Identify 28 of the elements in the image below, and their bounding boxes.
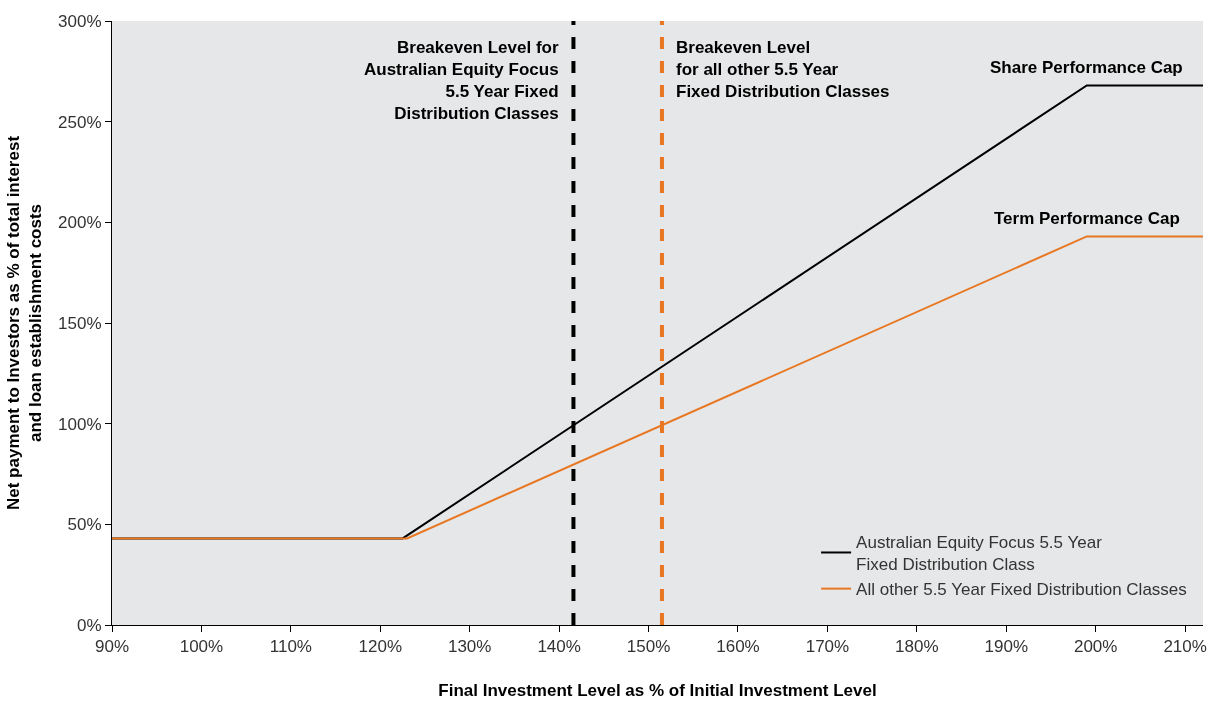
x-tick-label: 100% — [179, 637, 224, 657]
x-axis-title: Final Investment Level as % of Initial Investment Level — [438, 680, 877, 700]
y-tick-label: 50% — [67, 515, 102, 535]
y-axis-title: Net payment to Investors as % of total interest and loan establishment costs — [3, 135, 45, 511]
annotation: Share Performance Cap — [990, 58, 1183, 77]
x-tick-label: 210% — [1163, 637, 1207, 657]
legend-label: Australian Equity Focus 5.5 Year Fixed Distribution Class — [856, 533, 1103, 575]
y-tick-label: 300% — [58, 11, 102, 31]
x-tick-label: 190% — [984, 637, 1028, 657]
y-tick-label: 0% — [77, 615, 102, 635]
x-tick-label: 130% — [447, 637, 492, 657]
x-tick-label: 140% — [537, 637, 581, 657]
legend-label: All other 5.5 Year Fixed Distribution Classes — [856, 580, 1187, 600]
x-tick-label: 90% — [94, 637, 130, 657]
ref-line-label: Breakeven Level for all other 5.5 Year Fixed Distribution Classes — [676, 38, 890, 102]
x-tick-label: 200% — [1073, 637, 1118, 657]
y-tick-label: 150% — [58, 313, 102, 333]
x-tick-label: 180% — [895, 637, 939, 657]
y-tick-label: 100% — [58, 414, 102, 434]
y-tick-label: 250% — [58, 112, 102, 132]
annotation: Term Performance Cap — [994, 209, 1180, 228]
x-tick-label: 170% — [805, 637, 850, 657]
x-tick-label: 120% — [358, 637, 403, 657]
x-tick-label: 110% — [269, 637, 312, 657]
x-tick-label: 160% — [716, 637, 760, 657]
ref-line-label: Breakeven Level for Australian Equity Focus 5.5 Year Fixed Distribution Classes — [364, 38, 559, 124]
y-tick-label: 200% — [58, 213, 102, 233]
x-tick-label: 150% — [626, 637, 671, 657]
